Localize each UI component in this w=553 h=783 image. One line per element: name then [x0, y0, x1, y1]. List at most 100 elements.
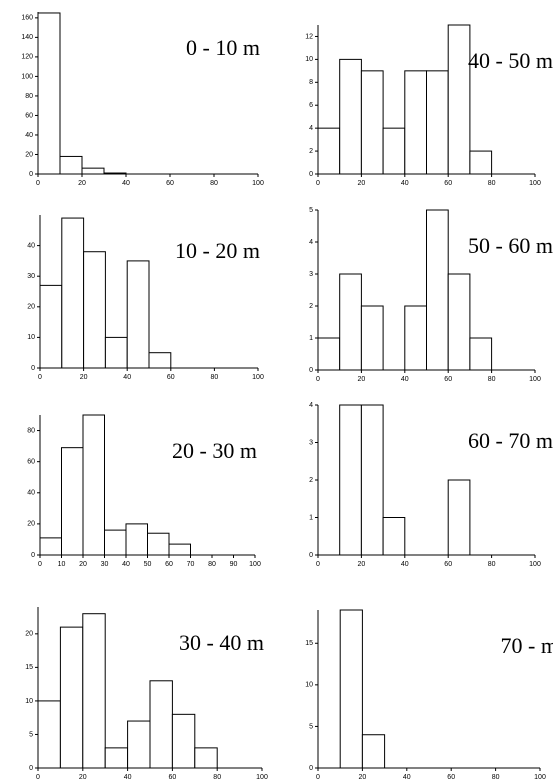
- panel-title: 10 - 20 m: [175, 238, 260, 263]
- x-tick-label: 20: [359, 774, 367, 781]
- y-tick-label: 2: [309, 477, 313, 484]
- x-tick-label: 10: [58, 561, 66, 568]
- x-tick-label: 40: [123, 374, 131, 381]
- panel-title: 50 - 60 m: [468, 233, 553, 258]
- y-tick-label: 20: [27, 304, 35, 311]
- histogram-bar: [61, 217, 85, 369]
- y-tick-label: 2: [309, 303, 313, 310]
- y-tick-label: 10: [305, 56, 313, 63]
- x-tick-label: 40: [401, 561, 409, 568]
- x-tick-label: 40: [401, 376, 409, 383]
- y-tick-label: 60: [27, 459, 35, 466]
- x-tick-label: 80: [488, 376, 496, 383]
- y-tick-label: 0: [31, 365, 35, 372]
- y-tick-label: 140: [21, 34, 33, 41]
- histogram-bar: [339, 404, 362, 556]
- histogram-bar: [404, 305, 427, 371]
- y-tick-label: 0: [31, 552, 35, 559]
- y-tick-label: 120: [21, 54, 33, 61]
- y-tick-label: 80: [25, 93, 33, 100]
- x-tick-label: 40: [122, 180, 130, 187]
- histogram-bar: [39, 537, 62, 556]
- x-tick-label: 100: [252, 374, 264, 381]
- histogram-bar: [39, 284, 63, 369]
- histogram-bar: [59, 155, 83, 175]
- panel-title: 60 - 70 m: [468, 428, 553, 453]
- histogram-bar: [469, 337, 493, 371]
- x-tick-label: 80: [210, 180, 218, 187]
- panel-title: 20 - 30 m: [172, 438, 257, 463]
- x-tick-label: 90: [230, 561, 238, 568]
- histogram-bar: [82, 414, 105, 556]
- y-tick-label: 0: [309, 171, 313, 178]
- histogram-bar: [83, 251, 106, 369]
- x-tick-label: 60: [444, 180, 452, 187]
- x-tick-label: 60: [444, 376, 452, 383]
- histogram-bar: [339, 58, 362, 175]
- y-tick-label: 40: [27, 490, 35, 497]
- histogram-bar: [104, 336, 128, 369]
- panel-title: 70 - m: [501, 633, 553, 658]
- panel-title: 0 - 10 m: [186, 35, 260, 60]
- x-tick-label: 60: [169, 774, 177, 781]
- x-tick-label: 0: [316, 561, 320, 568]
- histogram-bar: [317, 127, 341, 175]
- histogram-bar: [426, 70, 449, 175]
- y-tick-label: 80: [27, 427, 35, 434]
- histogram-bar: [125, 523, 148, 556]
- y-tick-label: 0: [29, 765, 33, 772]
- y-tick-label: 20: [27, 521, 35, 528]
- x-tick-label: 60: [444, 561, 452, 568]
- histogram-bar: [426, 209, 449, 371]
- x-tick-label: 0: [316, 376, 320, 383]
- histogram-bar: [360, 305, 384, 371]
- x-tick-label: 20: [79, 561, 87, 568]
- histogram-bar: [360, 70, 384, 175]
- histogram-bar: [168, 543, 191, 556]
- x-tick-label: 80: [488, 180, 496, 187]
- y-tick-label: 160: [21, 15, 33, 22]
- y-tick-label: 8: [309, 79, 313, 86]
- x-tick-label: 60: [166, 180, 174, 187]
- x-tick-label: 60: [447, 774, 455, 781]
- x-tick-label: 30: [101, 561, 109, 568]
- x-tick-label: 100: [529, 561, 541, 568]
- panel-title: 40 - 50 m: [468, 48, 553, 73]
- histogram-bar: [104, 747, 129, 769]
- histogram-bar: [447, 24, 471, 175]
- y-tick-label: 20: [25, 631, 33, 638]
- histogram-bar: [104, 529, 127, 556]
- y-tick-label: 5: [309, 207, 313, 214]
- y-tick-label: 10: [25, 698, 33, 705]
- x-tick-label: 20: [78, 180, 86, 187]
- x-tick-label: 50: [144, 561, 152, 568]
- x-tick-label: 0: [36, 180, 40, 187]
- x-tick-label: 40: [401, 180, 409, 187]
- y-tick-label: 6: [309, 102, 313, 109]
- x-tick-label: 100: [252, 180, 264, 187]
- y-tick-label: 12: [305, 33, 313, 40]
- histogram-bar: [147, 532, 170, 556]
- x-tick-label: 0: [38, 561, 42, 568]
- x-tick-label: 80: [211, 374, 219, 381]
- histogram-bar: [82, 613, 106, 769]
- histogram-bar: [361, 734, 386, 769]
- x-tick-label: 100: [529, 376, 541, 383]
- y-tick-label: 0: [29, 171, 33, 178]
- y-tick-label: 1: [309, 514, 313, 521]
- histogram-bar: [171, 713, 196, 769]
- y-tick-label: 3: [309, 439, 313, 446]
- x-tick-label: 0: [316, 774, 320, 781]
- x-tick-label: 40: [124, 774, 132, 781]
- y-tick-label: 10: [27, 334, 35, 341]
- x-tick-label: 100: [529, 180, 541, 187]
- y-tick-label: 5: [309, 723, 313, 730]
- x-tick-label: 0: [38, 374, 42, 381]
- histogram-bar: [127, 720, 151, 769]
- histogram-bar: [447, 479, 471, 556]
- histogram-bar: [148, 352, 172, 369]
- x-tick-label: 20: [358, 561, 366, 568]
- y-tick-label: 2: [309, 148, 313, 155]
- y-tick-label: 0: [309, 367, 313, 374]
